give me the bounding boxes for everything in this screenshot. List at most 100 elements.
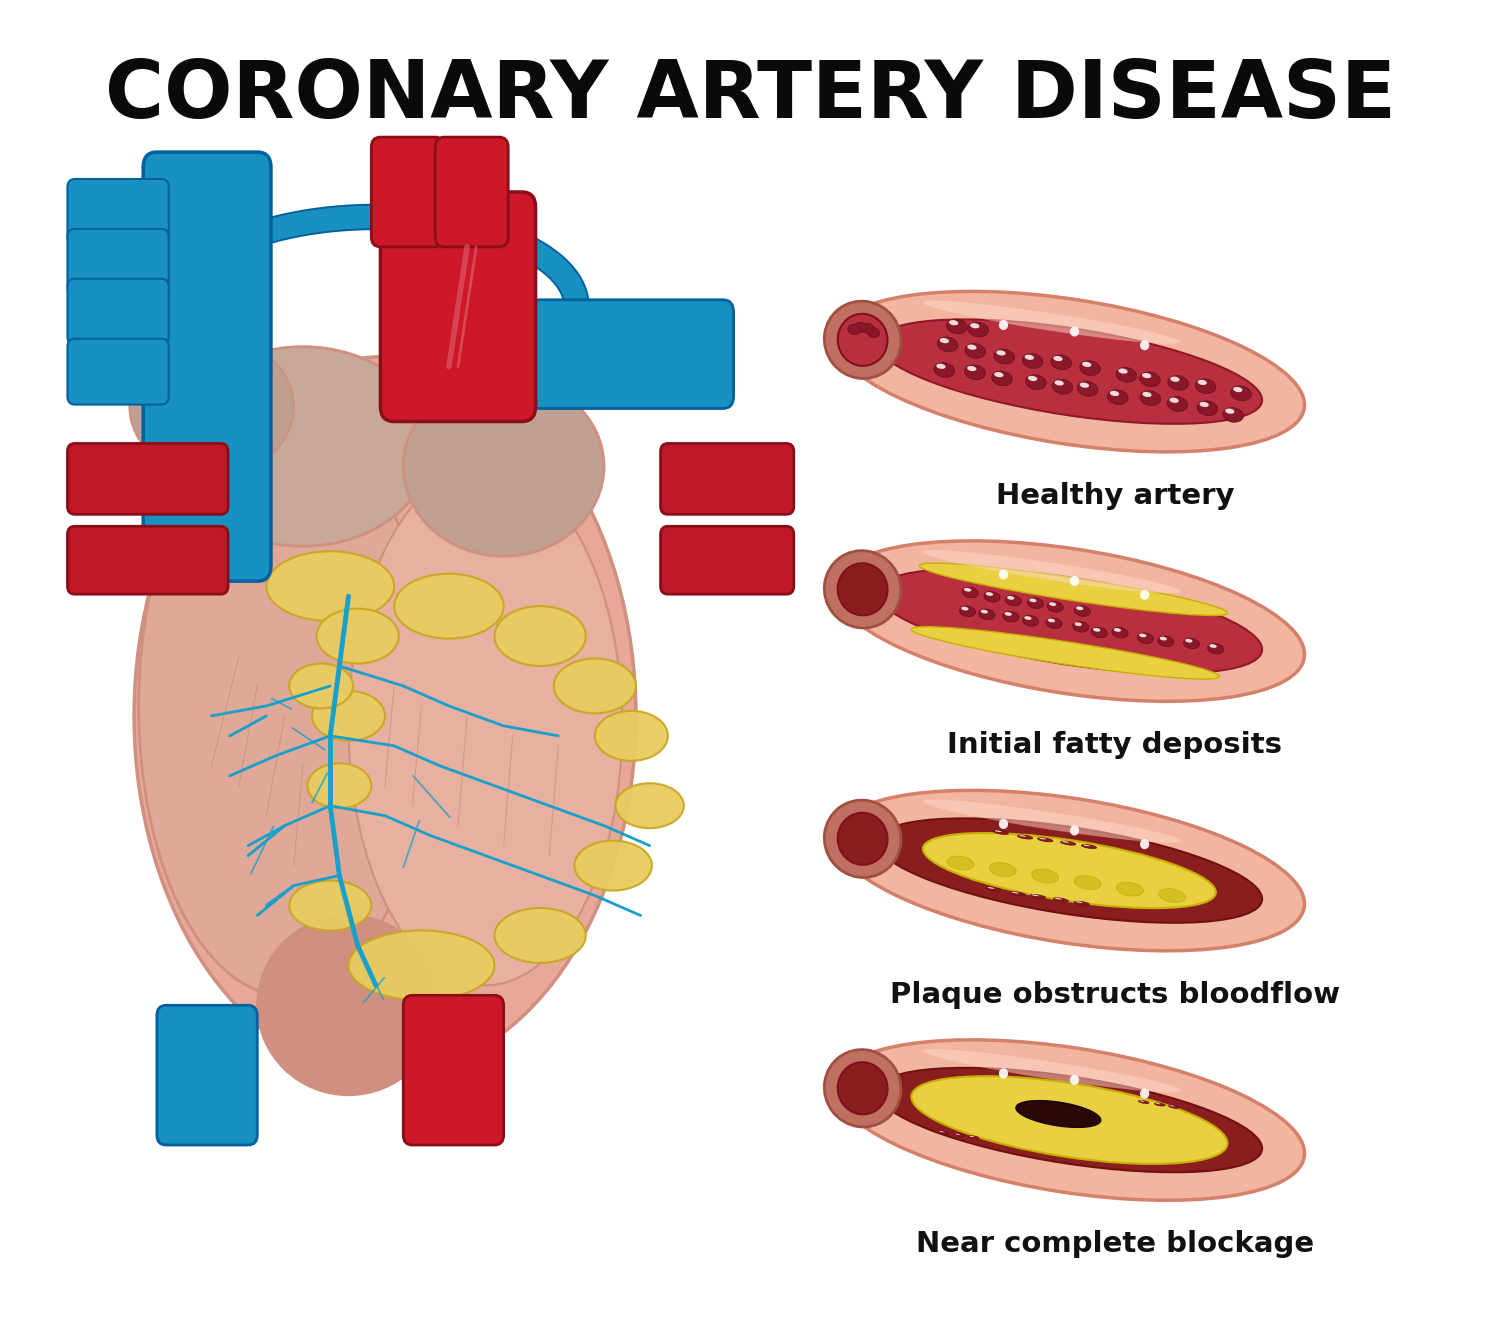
- Ellipse shape: [996, 350, 1005, 355]
- Ellipse shape: [1017, 835, 1032, 839]
- FancyBboxPatch shape: [372, 138, 444, 247]
- Ellipse shape: [980, 609, 994, 620]
- Ellipse shape: [1074, 902, 1089, 906]
- Ellipse shape: [1080, 361, 1101, 375]
- Ellipse shape: [1196, 378, 1216, 394]
- Ellipse shape: [495, 908, 586, 963]
- Ellipse shape: [964, 588, 972, 592]
- Ellipse shape: [994, 371, 1004, 377]
- Ellipse shape: [938, 337, 958, 351]
- FancyBboxPatch shape: [142, 152, 272, 581]
- Ellipse shape: [834, 541, 1305, 701]
- Ellipse shape: [1142, 373, 1152, 378]
- Ellipse shape: [986, 887, 1000, 891]
- Ellipse shape: [825, 1050, 902, 1128]
- Ellipse shape: [837, 1062, 888, 1114]
- Ellipse shape: [876, 569, 1262, 673]
- Ellipse shape: [1197, 401, 1218, 415]
- Ellipse shape: [316, 609, 399, 664]
- Ellipse shape: [876, 319, 1262, 424]
- Ellipse shape: [837, 564, 888, 616]
- Ellipse shape: [176, 346, 430, 546]
- Ellipse shape: [1028, 375, 1036, 381]
- Ellipse shape: [1184, 639, 1200, 649]
- Ellipse shape: [1110, 391, 1119, 395]
- Ellipse shape: [1024, 616, 1032, 620]
- Ellipse shape: [134, 357, 636, 1075]
- Ellipse shape: [1116, 367, 1137, 382]
- Ellipse shape: [1023, 354, 1042, 369]
- Ellipse shape: [992, 371, 1012, 386]
- Text: CORONARY ARTERY DISEASE: CORONARY ARTERY DISEASE: [105, 57, 1395, 135]
- Ellipse shape: [847, 325, 859, 334]
- Ellipse shape: [1138, 633, 1146, 637]
- Text: Near complete blockage: Near complete blockage: [916, 1230, 1314, 1259]
- Ellipse shape: [1062, 842, 1070, 843]
- Ellipse shape: [1016, 1101, 1101, 1128]
- Ellipse shape: [1007, 596, 1014, 600]
- Ellipse shape: [986, 592, 993, 596]
- Ellipse shape: [312, 691, 386, 741]
- FancyBboxPatch shape: [404, 995, 504, 1145]
- Ellipse shape: [1053, 355, 1062, 361]
- Ellipse shape: [1082, 844, 1096, 848]
- Ellipse shape: [1060, 842, 1076, 846]
- Ellipse shape: [1209, 644, 1216, 648]
- Ellipse shape: [1054, 381, 1064, 386]
- Ellipse shape: [1200, 402, 1209, 407]
- Ellipse shape: [1002, 612, 1019, 623]
- Ellipse shape: [1222, 407, 1244, 422]
- Ellipse shape: [837, 314, 888, 366]
- FancyBboxPatch shape: [68, 228, 168, 295]
- Ellipse shape: [994, 349, 1014, 363]
- Text: Plaque obstructs bloodflow: Plaque obstructs bloodflow: [890, 981, 1340, 1009]
- Ellipse shape: [837, 812, 888, 864]
- Text: Initial fatty deposits: Initial fatty deposits: [948, 731, 1282, 759]
- Ellipse shape: [922, 301, 1180, 343]
- Ellipse shape: [348, 930, 495, 1001]
- Ellipse shape: [1070, 326, 1078, 337]
- Ellipse shape: [1070, 826, 1078, 835]
- Ellipse shape: [1158, 636, 1174, 647]
- Ellipse shape: [1032, 895, 1038, 896]
- Ellipse shape: [968, 366, 976, 371]
- Ellipse shape: [1167, 397, 1188, 411]
- Ellipse shape: [1026, 375, 1045, 390]
- Ellipse shape: [962, 587, 978, 597]
- Ellipse shape: [348, 466, 622, 986]
- Ellipse shape: [970, 323, 980, 329]
- Ellipse shape: [1032, 870, 1059, 883]
- Ellipse shape: [1054, 898, 1062, 899]
- Ellipse shape: [1137, 633, 1154, 644]
- Ellipse shape: [1170, 398, 1179, 403]
- Ellipse shape: [1047, 619, 1054, 623]
- FancyBboxPatch shape: [435, 138, 508, 247]
- Ellipse shape: [1010, 891, 1026, 896]
- Ellipse shape: [1112, 628, 1128, 639]
- Ellipse shape: [867, 327, 879, 338]
- Ellipse shape: [1140, 589, 1149, 600]
- Ellipse shape: [1170, 377, 1179, 382]
- Ellipse shape: [1030, 895, 1045, 899]
- Ellipse shape: [1038, 838, 1053, 842]
- Ellipse shape: [1052, 379, 1072, 394]
- Ellipse shape: [939, 338, 950, 343]
- Ellipse shape: [290, 880, 372, 930]
- FancyBboxPatch shape: [68, 444, 228, 514]
- Ellipse shape: [962, 607, 969, 611]
- Ellipse shape: [1119, 369, 1128, 374]
- Ellipse shape: [1090, 627, 1107, 637]
- Ellipse shape: [1107, 390, 1128, 405]
- Ellipse shape: [910, 627, 1220, 679]
- Ellipse shape: [938, 1132, 948, 1134]
- Ellipse shape: [290, 664, 352, 708]
- Ellipse shape: [999, 569, 1008, 580]
- Ellipse shape: [999, 319, 1008, 330]
- Ellipse shape: [615, 783, 684, 828]
- Ellipse shape: [993, 830, 1008, 835]
- Ellipse shape: [1140, 371, 1160, 386]
- Ellipse shape: [1233, 387, 1242, 393]
- Ellipse shape: [968, 322, 988, 337]
- Ellipse shape: [934, 362, 954, 377]
- FancyBboxPatch shape: [530, 299, 734, 409]
